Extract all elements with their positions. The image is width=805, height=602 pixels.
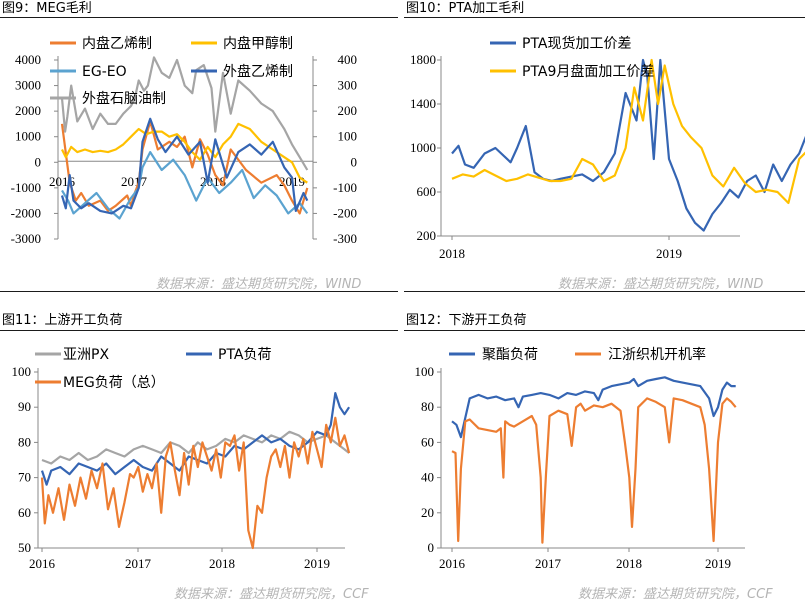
y-tick-label: 1000 — [15, 129, 41, 144]
x-tick-label: 2018 — [209, 556, 235, 571]
series-line — [40, 392, 351, 486]
y-tick-label: 80 — [18, 434, 31, 449]
x-tick-label: 2017 — [125, 556, 152, 571]
panel-9-title-rule — [0, 17, 398, 18]
y-right-tick-label: 300 — [338, 78, 358, 93]
y-tick-label: 200 — [417, 228, 437, 243]
panel-10-title-rule — [404, 17, 805, 18]
y-tick-label: 60 — [421, 434, 434, 449]
legend-label: 江浙织机开机率 — [608, 346, 706, 363]
series-line — [61, 122, 308, 184]
x-tick-label: 2019 — [705, 556, 731, 571]
y-tick-label: 20 — [421, 505, 434, 520]
panel-10-source: 数据来源：盛达期货研究院，WIND — [558, 277, 764, 292]
panel-11-title: 图11：上游开工负荷 — [2, 313, 123, 328]
y-tick-label: -1000 — [11, 180, 41, 195]
y-tick-label: 1400 — [410, 96, 436, 111]
y-tick-label: 2000 — [15, 103, 41, 118]
legend-label: PTA9月盘面加工价差 — [522, 63, 654, 80]
series-line — [40, 416, 351, 550]
panel-9-bottom-rule — [0, 291, 398, 292]
y-tick-label: 4000 — [15, 52, 41, 67]
y-right-tick-label: -100 — [333, 180, 357, 195]
x-tick-label: 2017 — [535, 556, 562, 571]
series-line — [60, 117, 309, 215]
y-right-tick-label: 400 — [338, 52, 358, 67]
y-tick-label: 80 — [421, 399, 434, 414]
panel-11-source: 数据来源：盛达期货研究院，CCF — [174, 587, 369, 602]
x-tick-label: 2019 — [656, 246, 682, 261]
legend-label: 外盘乙烯制 — [223, 63, 293, 80]
legend-label: PTA现货加工价差 — [522, 35, 631, 52]
panel-9-source: 数据来源：盛达期货研究院，WIND — [156, 277, 362, 292]
panel-10-title: 图10：PTA加工毛利 — [406, 1, 525, 16]
series-line — [60, 120, 309, 215]
x-tick-label: 2018 — [616, 556, 642, 571]
series-line — [61, 151, 309, 220]
legend-label: EG-EO — [82, 64, 127, 80]
legend-label: 聚酯负荷 — [482, 347, 538, 363]
series-line — [451, 376, 736, 439]
panel-11-title-rule — [0, 330, 398, 331]
legend-label: 内盘乙烯制 — [82, 35, 152, 52]
y-tick-label: 40 — [421, 470, 434, 485]
legend-label: PTA负荷 — [218, 347, 271, 363]
y-right-tick-label: 200 — [338, 103, 358, 118]
panel-10-bottom-rule — [404, 291, 805, 292]
y-right-tick-label: -300 — [333, 231, 357, 246]
panel-12-source: 数据来源：盛达期货研究院，CCF — [578, 587, 773, 602]
series-line — [451, 58, 805, 205]
y-tick-label: 0 — [428, 540, 435, 555]
y-tick-label: 3000 — [15, 78, 41, 93]
legend-label: 亚洲PX — [63, 347, 109, 363]
y-right-tick-label: 0 — [351, 154, 358, 169]
series-line — [60, 56, 309, 171]
y-right-tick-label: -200 — [333, 205, 357, 220]
series-line — [41, 430, 350, 465]
x-tick-label: 2018 — [439, 246, 465, 261]
y-tick-label: 70 — [18, 470, 31, 485]
series-line — [451, 397, 737, 544]
y-tick-label: 1000 — [410, 140, 436, 155]
y-tick-label: 0 — [35, 154, 42, 169]
x-tick-label: 2016 — [439, 556, 466, 571]
y-tick-label: 50 — [18, 540, 31, 555]
y-tick-label: 600 — [417, 184, 437, 199]
legend-label: 外盘石脑油制 — [82, 90, 166, 107]
legend-label: MEG负荷（总） — [63, 375, 165, 391]
y-tick-label: -2000 — [11, 205, 41, 220]
y-tick-label: 60 — [18, 505, 31, 520]
x-tick-label: 2019 — [304, 556, 330, 571]
series-line — [451, 58, 805, 232]
x-tick-label: 2016 — [29, 556, 56, 571]
panel-12-title-rule — [404, 330, 805, 331]
y-tick-label: 100 — [415, 364, 435, 379]
legend-label: 内盘甲醇制 — [223, 35, 293, 52]
y-tick-label: 100 — [12, 364, 32, 379]
panel-12-title: 图12：下游开工负荷 — [406, 313, 527, 328]
panel-9-title: 图9：MEG毛利 — [2, 1, 92, 16]
y-tick-label: 90 — [18, 399, 31, 414]
y-right-tick-label: 100 — [338, 129, 358, 144]
y-tick-label: 1800 — [410, 52, 436, 67]
y-tick-label: -3000 — [11, 231, 41, 246]
